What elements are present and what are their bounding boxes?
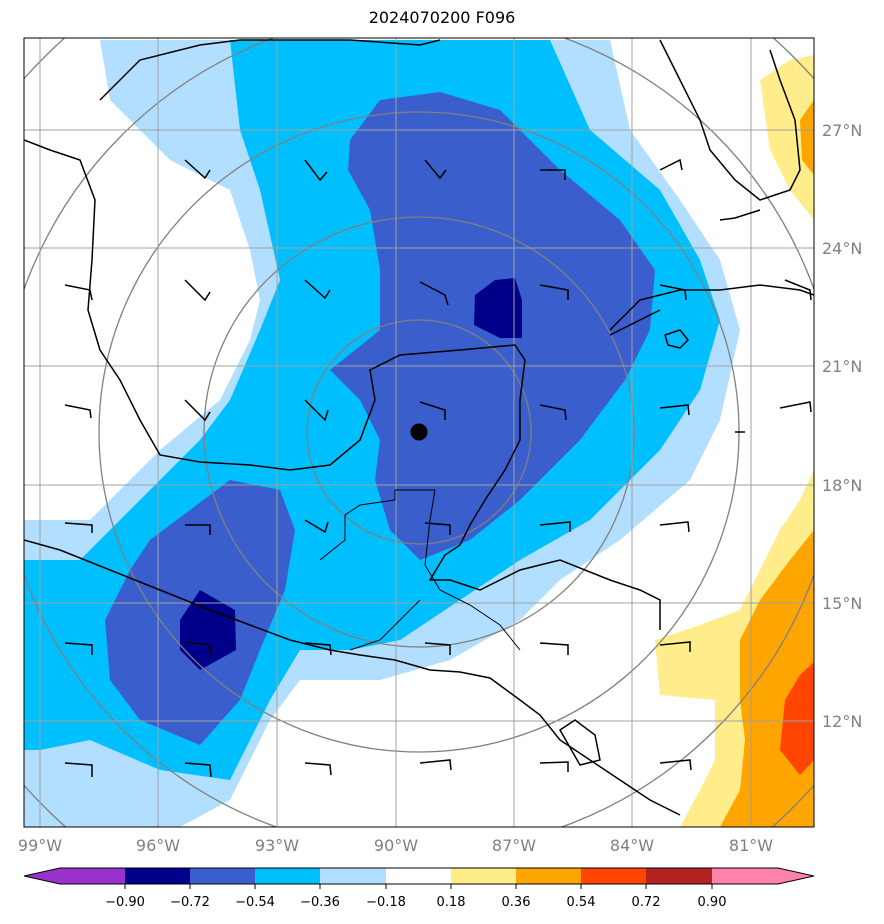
lon-label: 93°W: [255, 836, 299, 855]
lon-label: 84°W: [610, 836, 654, 855]
colorbar-segment: [516, 868, 581, 884]
contour-orange-ne: [800, 100, 814, 175]
coastlines: [24, 39, 814, 816]
contour-dark-blue-south: [180, 590, 236, 670]
lon-label: 90°W: [374, 836, 418, 855]
colorbar-segment: [712, 868, 778, 884]
lon-label: 81°W: [729, 836, 773, 855]
lat-axis-labels: 27°N 24°N 21°N 18°N 15°N 12°N: [822, 121, 862, 731]
colorbar-segment: [255, 868, 320, 884]
lat-label: 21°N: [822, 357, 862, 376]
colorbar-segment: [451, 868, 516, 884]
colorbar-segment: [60, 868, 125, 884]
lon-label: 99°W: [18, 836, 62, 855]
colorbar-tick-label: 0.54: [567, 895, 596, 910]
colorbar-segment: [646, 868, 712, 884]
colorbar-tick-label: −0.54: [235, 895, 275, 910]
map-title: 2024070200 F096: [368, 8, 516, 27]
storm-center-marker: [410, 423, 428, 441]
colorbar-segment: [190, 868, 255, 884]
gridlines: [24, 38, 814, 827]
colorbar-over-extend: [778, 868, 814, 884]
lat-label: 12°N: [822, 712, 862, 731]
lat-label: 15°N: [822, 594, 862, 613]
borders: [319, 489, 521, 651]
colorbar: −0.90 −0.72 −0.54 −0.36 −0.18 0.18 0.36 …: [23, 867, 815, 910]
colorbar-under-extend: [24, 868, 60, 884]
contour-dark-blue-north: [474, 278, 522, 338]
lat-label: 24°N: [822, 239, 862, 258]
lon-label: 96°W: [136, 836, 180, 855]
colorbar-tick-label: −0.18: [366, 895, 406, 910]
contour-yellow-ne: [760, 55, 814, 220]
colorbar-tick-label: −0.72: [170, 895, 210, 910]
plot-frame: [23, 37, 815, 828]
lon-axis-labels: 99°W 96°W 93°W 90°W 87°W 84°W 81°W: [18, 836, 773, 855]
colorbar-tick-label: 0.90: [698, 895, 727, 910]
colorbar-tick-label: 0.36: [502, 895, 531, 910]
colorbar-tick-label: −0.36: [300, 895, 340, 910]
contour-red-se: [780, 662, 814, 775]
lon-label: 87°W: [492, 836, 536, 855]
colorbar-segment: [386, 868, 451, 884]
colorbar-segment: [581, 868, 646, 884]
colorbar-segment: [125, 868, 190, 884]
colorbar-tick-label: 0.18: [437, 895, 466, 910]
lat-label: 27°N: [822, 121, 862, 140]
colorbar-segment: [320, 868, 386, 884]
colorbar-tick-label: 0.72: [632, 895, 661, 910]
colorbar-tick-label: −0.90: [105, 895, 145, 910]
wind-barbs: [64, 158, 812, 778]
lat-label: 18°N: [822, 476, 862, 495]
colorbar-outline: [23, 867, 815, 885]
